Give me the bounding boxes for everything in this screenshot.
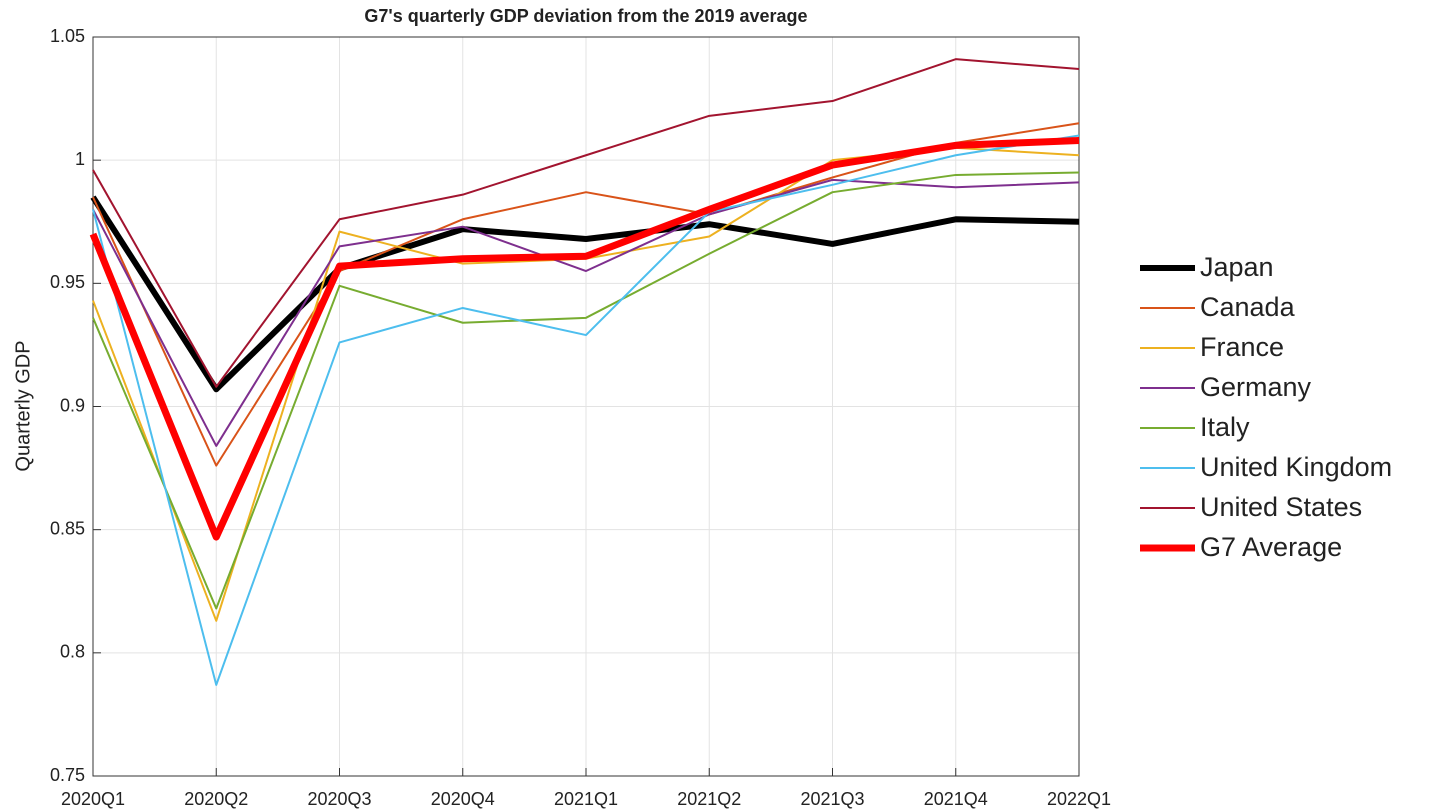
x-tick-label: 2020Q2 [184, 789, 248, 809]
series-line [92, 171, 1080, 610]
y-tick-label: 0.9 [60, 395, 85, 415]
series-line [89, 136, 1080, 541]
y-tick-label: 0.8 [60, 642, 85, 662]
legend-label: Italy [1200, 412, 1250, 442]
y-tick-label: 1 [75, 149, 85, 169]
series-line [92, 58, 1080, 388]
legend-label: France [1200, 332, 1284, 362]
y-tick-label: 0.85 [50, 518, 85, 538]
x-tick-label: 2021Q2 [677, 789, 741, 809]
legend-label: Germany [1200, 372, 1312, 402]
y-tick-label: 0.75 [50, 765, 85, 785]
x-tick-label: 2020Q3 [307, 789, 371, 809]
chart-title: G7's quarterly GDP deviation from the 20… [364, 6, 807, 26]
x-tick-label: 2021Q4 [924, 789, 988, 809]
series-line [92, 134, 1080, 686]
legend-label: Canada [1200, 292, 1296, 322]
x-tick-label: 2020Q4 [431, 789, 495, 809]
legend-label: United Kingdom [1200, 452, 1392, 482]
legend-label: G7 Average [1200, 532, 1342, 562]
x-tick-label: 2021Q3 [800, 789, 864, 809]
x-tick-label: 2020Q1 [61, 789, 125, 809]
x-tick-label: 2021Q1 [554, 789, 618, 809]
legend-label: Japan [1200, 252, 1274, 282]
x-tick-label: 2022Q1 [1047, 789, 1111, 809]
y-axis-label: Quarterly GDP [12, 340, 34, 471]
y-tick-label: 0.95 [50, 272, 85, 292]
series-line [90, 195, 1080, 393]
series-line [92, 178, 1080, 447]
y-tick-label: 1.05 [50, 26, 85, 46]
legend-label: United States [1200, 492, 1362, 522]
plot-frame [92, 36, 1080, 777]
